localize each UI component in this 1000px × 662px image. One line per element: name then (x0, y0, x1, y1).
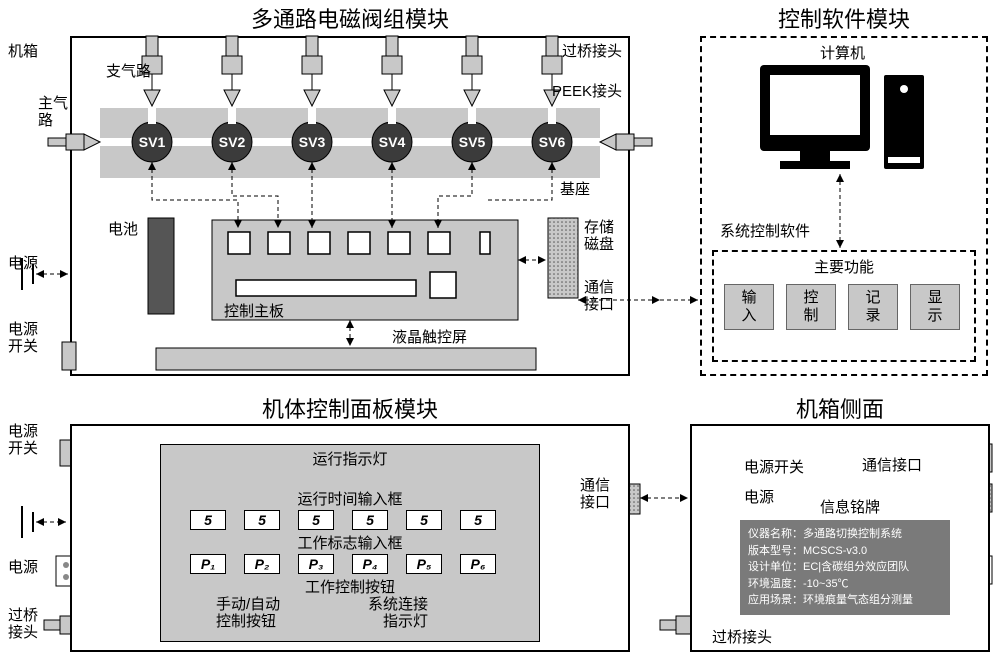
label-base: 基座 (560, 178, 590, 199)
wf-4[interactable]: P₄ (352, 554, 388, 574)
label-syslink: 系统连接指示灯 (368, 596, 428, 631)
label-sys-software: 系统控制软件 (720, 220, 810, 241)
label-control-board: 控制主板 (224, 300, 284, 321)
label-runtime: 运行时间输入框 (160, 488, 540, 509)
rt-3[interactable]: 5 (298, 510, 334, 530)
title-panel: 机体控制面板模块 (70, 392, 630, 424)
label-storage: 存储磁盘 (584, 220, 614, 253)
func-4: 显示 (910, 284, 960, 330)
func-2: 控制 (786, 284, 836, 330)
label-workflag: 工作标志输入框 (160, 532, 540, 553)
label-bridge-3: 过桥接头 (712, 626, 772, 647)
rt-2[interactable]: 5 (244, 510, 280, 530)
label-chassis: 机箱 (8, 40, 38, 61)
label-run-led: 运行指示灯 (160, 448, 540, 469)
label-power-2: 电源 (8, 556, 38, 577)
nameplate: 仪器名称：多通路切换控制系统 版本型号：MCSCS-v3.0 设计单位：EC|含… (740, 520, 950, 615)
wf-1[interactable]: P₁ (190, 554, 226, 574)
label-battery: 电池 (108, 218, 138, 239)
legend-power: 电源 (744, 486, 774, 507)
rt-4[interactable]: 5 (352, 510, 388, 530)
rt-6[interactable]: 5 (460, 510, 496, 530)
title-valve-module: 多通路电磁阀组模块 (70, 2, 630, 34)
func-1: 输入 (724, 284, 774, 330)
title-side: 机箱侧面 (690, 392, 990, 424)
legend-info-plate: 信息铭牌 (820, 496, 880, 517)
label-comm-1: 通信接口 (584, 280, 614, 313)
wf-2[interactable]: P₂ (244, 554, 280, 574)
title-software: 控制软件模块 (700, 2, 988, 34)
legend-power-switch: 电源开关 (744, 456, 804, 477)
legend-comm: 通信接口 (862, 454, 922, 475)
label-power-1: 电源 (8, 252, 38, 273)
label-main-air: 主气路 (38, 96, 68, 129)
label-lcd: 液晶触控屏 (392, 326, 467, 347)
base-plate (100, 108, 600, 178)
label-power-switch-2: 电源开关 (8, 424, 38, 457)
label-peek: PEEK接头 (552, 80, 622, 101)
label-workctrl: 工作控制按钮 (160, 576, 540, 597)
label-manual-auto: 手动/自动控制按钮 (216, 596, 280, 631)
label-computer: 计算机 (820, 42, 865, 63)
wf-5[interactable]: P₅ (406, 554, 442, 574)
func-3: 记录 (848, 284, 898, 330)
label-main-func: 主要功能 (712, 256, 976, 277)
wf-3[interactable]: P₃ (298, 554, 334, 574)
label-bridge: 过桥接头 (562, 40, 622, 61)
rt-1[interactable]: 5 (190, 510, 226, 530)
wf-6[interactable]: P₆ (460, 554, 496, 574)
label-power-switch-1: 电源开关 (8, 322, 38, 355)
rt-5[interactable]: 5 (406, 510, 442, 530)
label-comm-2: 通信接口 (580, 478, 610, 511)
label-branch-air: 支气路 (106, 60, 151, 81)
label-bridge-2: 过桥接头 (8, 608, 38, 641)
chassis-box (70, 36, 630, 376)
